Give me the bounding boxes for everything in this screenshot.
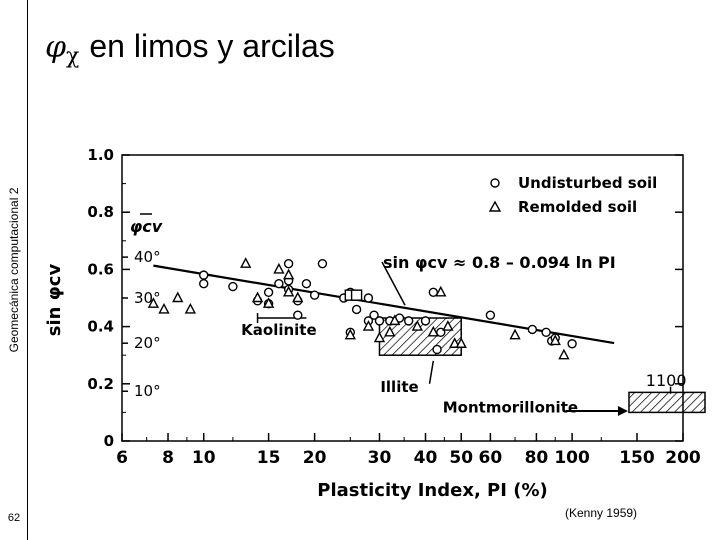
point-remolded	[435, 285, 447, 297]
title-text: en limos y arcilas	[89, 28, 335, 64]
x-tick-label: 10	[192, 448, 216, 468]
x-tick-label: 200	[665, 448, 701, 468]
point-undisturbed	[274, 279, 284, 289]
x-tick-label: 80	[525, 448, 549, 468]
point-undisturbed	[369, 310, 379, 320]
illite-label: Illite	[380, 378, 418, 396]
y-tick-label: 0.6	[87, 260, 114, 278]
y-tick-label: 0.4	[87, 318, 114, 336]
point-undisturbed	[293, 310, 303, 320]
point-undisturbed	[420, 316, 431, 326]
point-undisturbed	[432, 344, 442, 355]
point-remolded	[427, 325, 439, 337]
point-remolded	[449, 337, 461, 348]
point-remolded	[184, 302, 197, 314]
montmorillonite-label: Montmorillonite	[443, 398, 578, 416]
phi-tick-label: 20°	[134, 334, 161, 352]
trend-line-label: sin φcv ≈ 0.8 – 0.094 ln PI	[383, 253, 616, 272]
point-remolded	[455, 337, 467, 348]
point-undisturbed	[351, 304, 362, 315]
point-remolded	[411, 320, 423, 331]
x-tick-label: 8	[162, 448, 174, 468]
x-tick-label: 50	[449, 448, 473, 468]
montmorillonite-arrow-head	[617, 405, 628, 416]
phi-axis-label: φcv	[130, 217, 163, 236]
phi-tick-label: 40°	[134, 248, 161, 266]
point-undisturbed	[485, 310, 496, 320]
point-remolded	[509, 328, 521, 340]
point-remolded	[282, 285, 295, 297]
point-remolded	[251, 291, 264, 303]
point-undisturbed	[263, 287, 274, 297]
point-remolded	[273, 262, 285, 274]
x-tick-label: 15	[257, 448, 281, 468]
point-remolded	[262, 297, 275, 308]
trend-label-leader	[381, 261, 406, 306]
illite-arrow	[428, 360, 435, 384]
trend-line	[153, 264, 615, 345]
point-undisturbed	[301, 279, 312, 289]
slide-title: φχ en limos y arcilas	[45, 28, 335, 69]
point-undisturbed	[403, 316, 414, 326]
point-remolded	[389, 314, 401, 326]
point-remolded	[373, 331, 386, 343]
point-remolded	[384, 325, 396, 337]
point-undisturbed	[541, 327, 551, 338]
point-undisturbed	[199, 279, 209, 289]
point-remolded	[442, 320, 454, 331]
x-axis-label: Plasticity Index, PI (%)	[317, 480, 547, 501]
point-remolded	[147, 297, 160, 308]
montmorillonite-region	[628, 391, 706, 414]
y-tick-label: 0.2	[87, 375, 114, 393]
y-tick-label: 0	[104, 432, 114, 450]
point-remolded	[172, 291, 184, 303]
point-undisturbed	[199, 270, 209, 280]
x-tick-label: 6	[116, 448, 128, 468]
x-tick-label: 20	[303, 448, 327, 468]
legend-label: Undisturbed soil	[518, 174, 657, 192]
kaolinite-label: Kaolinite	[241, 321, 317, 339]
legend-marker-circle	[490, 178, 500, 188]
x-tick-label: 30	[368, 448, 392, 468]
point-remolded	[558, 348, 570, 360]
point-square	[350, 289, 363, 301]
point-undisturbed	[428, 287, 439, 297]
point-remolded	[292, 291, 304, 303]
point-undisturbed	[283, 258, 294, 269]
point-undisturbed	[228, 281, 238, 292]
x-tick-label: 40	[414, 448, 438, 468]
point-remolded	[282, 268, 295, 280]
legend-label: Remolded soil	[518, 198, 637, 216]
point-undisturbed	[309, 290, 320, 300]
phi-tick-label: 10°	[134, 382, 161, 400]
y-tick-label: 1.0	[87, 146, 114, 164]
page-number: 62	[7, 512, 21, 524]
point-undisturbed	[567, 339, 577, 349]
title-symbol: φ	[45, 30, 67, 65]
point-undisturbed	[317, 258, 328, 269]
point-remolded	[344, 328, 356, 340]
point-remolded	[362, 320, 375, 331]
x-tick-label: 100	[554, 448, 590, 468]
point-remolded	[240, 257, 252, 268]
citation: (Kenny 1959)	[565, 506, 638, 520]
point-undisturbed	[363, 293, 374, 303]
x-tick-label: 60	[479, 448, 503, 468]
point-remolded	[158, 302, 170, 314]
y-axis-label: sin φcv	[44, 264, 65, 337]
legend-marker-triangle	[488, 200, 502, 212]
y-tick-label: 0.8	[87, 203, 114, 221]
sidebar: Geomecánica computacional 2 62	[0, 0, 28, 540]
x-tick-label: 150	[619, 448, 655, 468]
title-subscript: χ	[66, 44, 80, 69]
point-undisturbed	[527, 324, 538, 335]
montmorillonite-value: 1100	[646, 371, 687, 390]
point-remolded	[549, 334, 561, 346]
point-undisturbed	[374, 316, 385, 326]
